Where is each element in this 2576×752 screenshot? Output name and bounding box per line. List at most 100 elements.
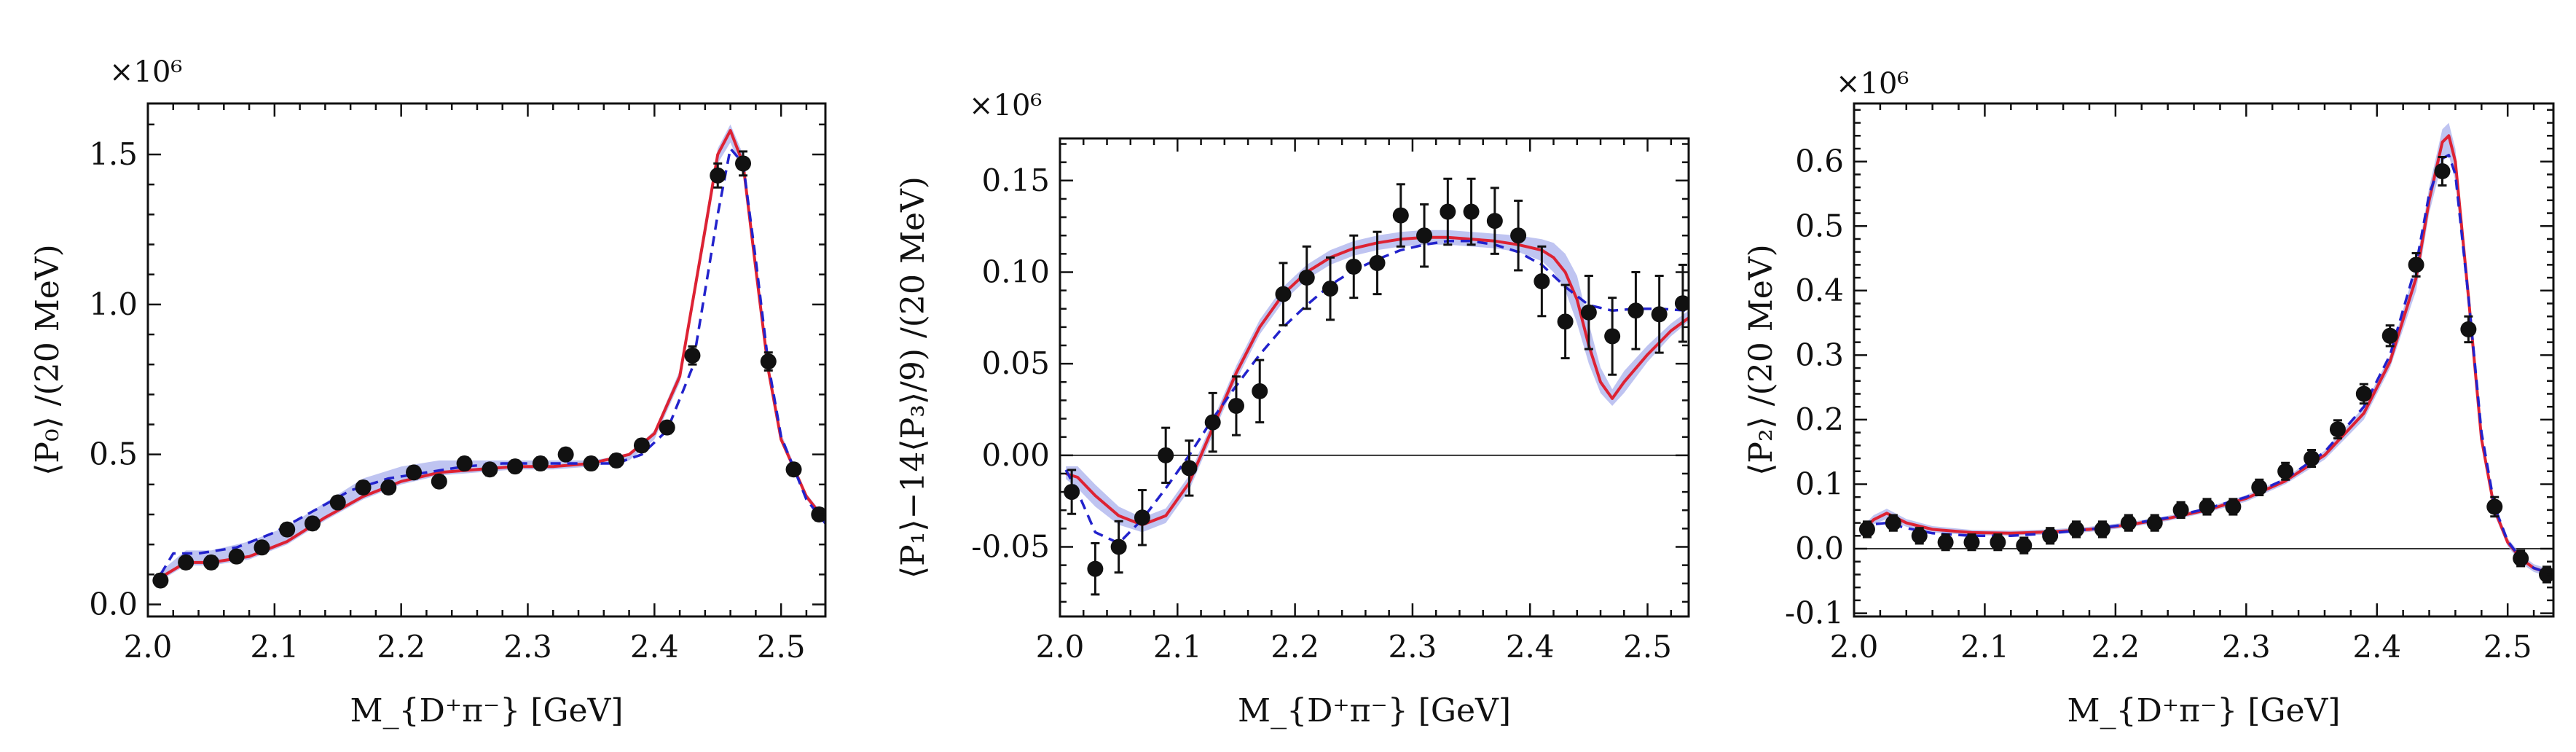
data-point xyxy=(254,539,270,556)
data-point xyxy=(406,464,423,481)
data-point xyxy=(2460,321,2477,337)
data-point xyxy=(1858,521,1875,538)
y-tick-label: 0.4 xyxy=(1795,273,1844,308)
x-tick-label: 2.1 xyxy=(1153,629,1202,665)
panel-1: 2.0 2.1 2.2 2.3 2.4 2.5 0.0 0.5 1.0 1.5 ×10⁶ M_{D⁺π… xyxy=(29,55,827,729)
x-tick-label: 2.0 xyxy=(124,629,173,665)
data-point xyxy=(2304,450,2320,467)
data-point xyxy=(608,452,625,469)
x-tick-label: 2.1 xyxy=(1960,629,2009,665)
data-point xyxy=(1463,203,1480,220)
x-tick-label: 2.3 xyxy=(2222,629,2271,665)
y-tick-label: 0.5 xyxy=(1795,208,1844,243)
x-tick-label: 2.4 xyxy=(1506,629,1555,665)
model-curve-dashed xyxy=(1860,154,2553,576)
plot-frame xyxy=(146,102,827,618)
x-tick-label: 2.0 xyxy=(1830,629,1879,665)
data-point xyxy=(2329,421,2346,438)
panel-3: 2.0 2.1 2.2 2.3 2.4 2.5 -0.1 0.0 0.1 0.2 0.3 0.4 0.5… xyxy=(1743,67,2555,729)
x-axis-label: M_{D⁺π⁻} [GeV] xyxy=(350,692,624,729)
x-tick-label: 2.2 xyxy=(1271,629,1319,665)
x-tick-label: 2.5 xyxy=(2483,629,2532,665)
data-point xyxy=(1181,460,1198,477)
x-tick-label: 2.3 xyxy=(1389,629,1437,665)
data-point xyxy=(1252,383,1268,399)
data-point xyxy=(1627,302,1644,319)
uncertainty-band xyxy=(160,124,825,581)
data-point xyxy=(1486,213,1503,230)
data-point xyxy=(1651,306,1668,323)
data-point xyxy=(2277,463,2294,479)
data-point xyxy=(2172,501,2189,518)
model-curve-solid xyxy=(1065,235,1689,527)
y-axis-label: ⟨P₀⟩ /(20 MeV) xyxy=(29,244,66,476)
data-point xyxy=(1275,286,1292,302)
data-point xyxy=(304,515,321,532)
data-point xyxy=(1298,270,1315,286)
data-point xyxy=(2120,514,2137,531)
data-point xyxy=(1557,313,1574,330)
model-curve-solid xyxy=(1859,134,2553,576)
x-tick-label: 2.2 xyxy=(2091,629,2140,665)
x-tick-label: 2.5 xyxy=(1623,629,1672,665)
data-point xyxy=(785,461,802,478)
data-point xyxy=(2016,537,2033,554)
y-tick-label: 0.6 xyxy=(1795,144,1844,179)
y-tick-label: 0.0 xyxy=(89,587,138,622)
data-point xyxy=(1885,514,1901,531)
data-point xyxy=(684,347,701,364)
data-point xyxy=(1416,227,1433,244)
data-point xyxy=(203,554,219,571)
data-point xyxy=(2355,385,2372,402)
y-tick-label: -0.05 xyxy=(971,528,1050,564)
y-tick-label: 0.3 xyxy=(1795,337,1844,372)
plot-area xyxy=(152,124,825,589)
data-point xyxy=(1911,528,1928,544)
data-point xyxy=(2539,566,2553,583)
data-point xyxy=(583,455,600,472)
data-point xyxy=(557,446,574,463)
data-point xyxy=(1510,227,1527,244)
data-point xyxy=(1110,538,1127,555)
data-point xyxy=(178,554,195,571)
data-point xyxy=(633,437,650,454)
x-tick-label: 2.3 xyxy=(503,629,552,665)
data-point xyxy=(1064,484,1080,501)
data-point xyxy=(2251,479,2268,496)
data-point xyxy=(532,455,549,472)
data-point xyxy=(1674,295,1689,312)
x-tick-label: 2.0 xyxy=(1036,629,1085,665)
multiplier-label: ×10⁶ xyxy=(1836,67,1909,101)
data-point xyxy=(507,458,524,475)
plot-frame xyxy=(1853,102,2555,618)
data-point xyxy=(228,548,245,565)
y-axis-label: ⟨P₂⟩ /(20 MeV) xyxy=(1743,244,1780,476)
data-point xyxy=(1322,281,1339,297)
data-point xyxy=(1204,414,1221,431)
data-point xyxy=(355,479,372,496)
x-axis-label: M_{D⁺π⁻} [GeV] xyxy=(2068,692,2341,729)
data-point xyxy=(659,419,675,436)
data-point xyxy=(1228,397,1244,414)
data-point xyxy=(2146,514,2163,531)
plot-area xyxy=(1060,177,1689,596)
data-point xyxy=(1392,207,1409,224)
y-tick-label: -0.1 xyxy=(1785,595,1844,631)
y-tick-label: 0.00 xyxy=(981,437,1050,473)
data-point xyxy=(2094,521,2110,538)
data-point xyxy=(456,455,473,472)
y-tick-label: 0.15 xyxy=(981,162,1050,198)
data-point xyxy=(1937,534,1954,551)
data-point xyxy=(1158,447,1174,463)
data-point xyxy=(1963,534,1980,551)
y-tick-label: 1.5 xyxy=(89,136,138,172)
x-tick-label: 2.2 xyxy=(377,629,425,665)
data-point xyxy=(2068,521,2085,538)
x-axis-label: M_{D⁺π⁻} [GeV] xyxy=(1238,692,1511,729)
x-tick-label: 2.4 xyxy=(630,629,679,665)
data-point xyxy=(1369,254,1386,271)
y-tick-label: 0.1 xyxy=(1795,466,1844,501)
data-point xyxy=(2513,550,2529,567)
y-tick-label: 0.05 xyxy=(981,345,1050,381)
data-point xyxy=(2381,327,2398,344)
